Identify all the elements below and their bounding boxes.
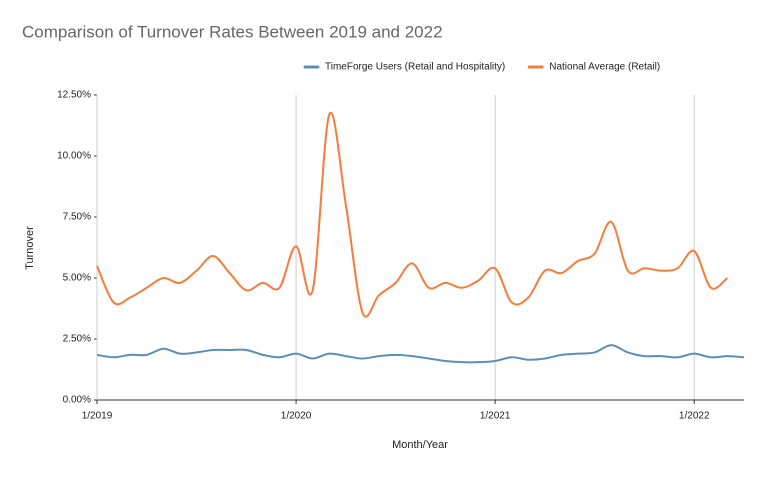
data-line bbox=[96, 344, 745, 364]
chart-title: Comparison of Turnover Rates Between 201… bbox=[22, 22, 443, 41]
y-tick-label: 7.50% bbox=[63, 212, 91, 223]
y-tick-label: 5.00% bbox=[63, 273, 91, 284]
x-tick-label: 1/2021 bbox=[480, 411, 511, 422]
y-axis-title: Turnover bbox=[24, 226, 36, 270]
legend-label: TimeForge Users (Retail and Hospitality) bbox=[325, 62, 505, 73]
legend-label: National Average (Retail) bbox=[549, 62, 660, 73]
x-tick-label: 1/2019 bbox=[82, 411, 113, 422]
y-tick-label: 2.50% bbox=[63, 334, 91, 345]
x-tick-label: 1/2022 bbox=[679, 411, 710, 422]
y-tick-label: 10.00% bbox=[57, 151, 91, 162]
y-tick-label: 12.50% bbox=[57, 90, 91, 101]
legend: TimeForge Users (Retail and Hospitality)… bbox=[303, 62, 660, 73]
x-axis-title: Month/Year bbox=[392, 439, 448, 451]
y-tick-label: 0.00% bbox=[63, 395, 91, 406]
x-tick-label: 1/2020 bbox=[281, 411, 312, 422]
data-line bbox=[96, 111, 729, 318]
